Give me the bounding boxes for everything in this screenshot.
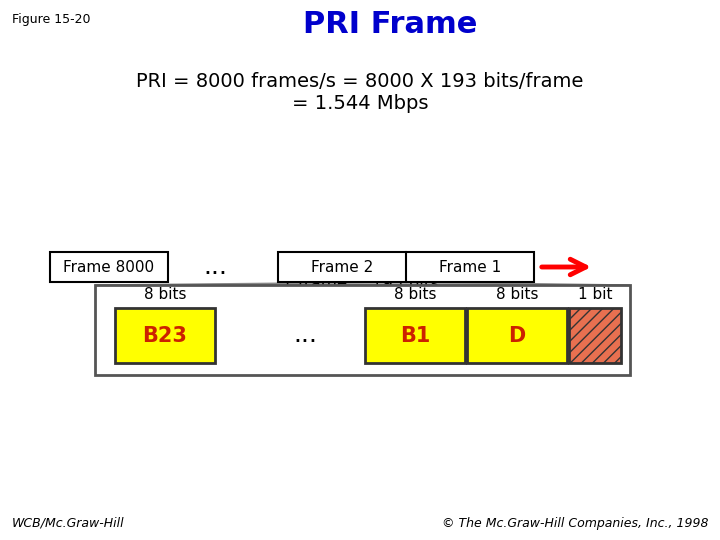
- Bar: [95, 285, 630, 375]
- Text: = 1.544 Mbps: = 1.544 Mbps: [292, 94, 428, 113]
- Text: D: D: [508, 326, 526, 346]
- Text: PRI = 8000 frames/s = 8000 X 193 bits/frame: PRI = 8000 frames/s = 8000 X 193 bits/fr…: [136, 72, 584, 91]
- Text: B23: B23: [143, 326, 187, 346]
- Bar: [365, 308, 465, 363]
- Text: Frame 2: Frame 2: [311, 260, 373, 274]
- Text: 1 frame = 193 bits: 1 frame = 193 bits: [282, 275, 438, 293]
- Bar: [569, 308, 621, 363]
- Bar: [569, 308, 621, 363]
- Text: 8 bits: 8 bits: [496, 287, 539, 302]
- Text: 1 bit: 1 bit: [577, 287, 612, 302]
- Text: B1: B1: [400, 326, 430, 346]
- Text: 8 bits: 8 bits: [144, 287, 186, 302]
- Text: Frame 1: Frame 1: [439, 260, 501, 274]
- Bar: [115, 308, 215, 363]
- Text: Frame 8000: Frame 8000: [63, 260, 155, 274]
- Text: 8 bits: 8 bits: [394, 287, 436, 302]
- Text: © The Mc.Graw-Hill Companies, Inc., 1998: © The Mc.Graw-Hill Companies, Inc., 1998: [441, 517, 708, 530]
- Text: WCB/Mc.Graw-Hill: WCB/Mc.Graw-Hill: [12, 517, 125, 530]
- Bar: [50, 252, 168, 282]
- Text: ...: ...: [203, 255, 227, 279]
- Text: ...: ...: [293, 323, 317, 348]
- Text: Figure 15-20: Figure 15-20: [12, 13, 91, 26]
- Text: PRI Frame: PRI Frame: [303, 10, 477, 39]
- Bar: [467, 308, 567, 363]
- Bar: [278, 252, 534, 282]
